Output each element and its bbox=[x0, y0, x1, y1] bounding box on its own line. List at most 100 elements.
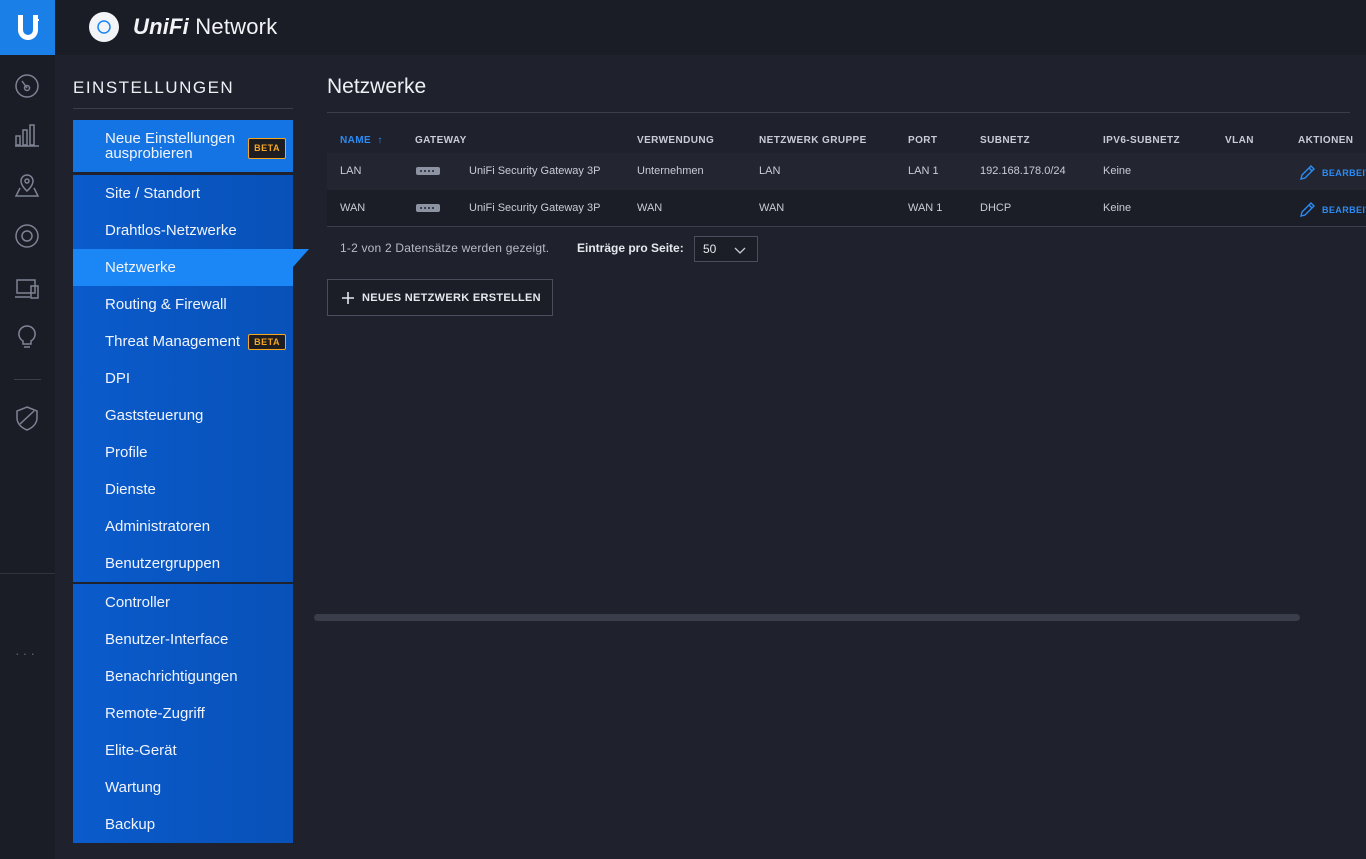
dashboard-icon[interactable] bbox=[13, 72, 41, 100]
try-new-settings-label: Neue Einstellungen ausprobieren bbox=[105, 130, 236, 162]
sidebar-item-threat-management[interactable]: Threat Management BETA bbox=[73, 323, 293, 360]
cell-port: LAN 1 bbox=[908, 165, 939, 177]
sidebar-item-label: Netzwerke bbox=[105, 259, 176, 276]
edit-button[interactable]: BEARBEITEN bbox=[1298, 164, 1366, 182]
chevron-down-icon bbox=[734, 247, 746, 254]
unifi-network-logo-icon bbox=[89, 12, 119, 42]
column-header-subnet[interactable]: SUBNETZ bbox=[980, 135, 1031, 146]
sidebar-item-wireless[interactable]: Drahtlos-Netzwerke bbox=[73, 212, 293, 249]
sidebar-item-label: Wartung bbox=[105, 779, 162, 796]
cell-subnet: 192.168.178.0/24 bbox=[980, 165, 1066, 177]
sidebar-item-label: Backup bbox=[105, 816, 156, 833]
gateway-device-icon bbox=[416, 204, 440, 212]
column-header-port[interactable]: PORT bbox=[908, 135, 938, 146]
gateway-device-icon bbox=[416, 167, 440, 175]
cell-name: LAN bbox=[340, 165, 362, 177]
beta-badge: BETA bbox=[248, 333, 286, 350]
sidebar-item-label: Administratoren bbox=[105, 518, 211, 535]
sidebar-item-guest-control[interactable]: Gaststeuerung bbox=[73, 397, 293, 434]
sidebar-item-label: Dienste bbox=[105, 481, 156, 498]
sidebar-item-label: Threat Management bbox=[105, 333, 241, 350]
edit-label: BEARBEITEN bbox=[1322, 168, 1366, 178]
insights-icon[interactable] bbox=[13, 323, 41, 351]
cell-network-group: LAN bbox=[759, 165, 781, 177]
cell-ipv6: Keine bbox=[1103, 202, 1132, 214]
sidebar-item-label: Controller bbox=[105, 594, 171, 611]
column-header-gateway[interactable]: GATEWAY bbox=[415, 135, 467, 146]
per-page-label: Einträge pro Seite: bbox=[577, 241, 684, 255]
column-header-actions: AKTIONEN bbox=[1298, 135, 1354, 146]
sidebar-item-label: Benachrichtigungen bbox=[105, 668, 238, 685]
sidebar-item-routing-firewall[interactable]: Routing & Firewall bbox=[73, 286, 293, 323]
sidebar-item-networks[interactable]: Netzwerke bbox=[73, 249, 293, 286]
devices-icon[interactable] bbox=[13, 222, 41, 250]
app-title: UniFi Network bbox=[133, 14, 278, 39]
sidebar-item-dpi[interactable]: DPI bbox=[73, 360, 293, 397]
table-row[interactable]: WAN UniFi Security Gateway 3P WAN WAN WA… bbox=[327, 190, 1366, 227]
sidebar-item-profiles[interactable]: Profile bbox=[73, 434, 293, 471]
column-header-network-group[interactable]: NETZWERK GRUPPE bbox=[759, 135, 867, 146]
settings-menu-group-2: Controller Benutzer-Interface Benachrich… bbox=[73, 584, 293, 843]
try-new-settings-button[interactable]: Neue Einstellungen ausprobieren BETA bbox=[73, 120, 293, 172]
sidebar-item-label: Profile bbox=[105, 444, 148, 461]
rail-separator bbox=[14, 379, 41, 380]
column-header-ipv6-subnet[interactable]: IPV6-SUBNETZ bbox=[1103, 135, 1181, 146]
column-header-vlan[interactable]: VLAN bbox=[1225, 135, 1254, 146]
sidebar-item-remote-access[interactable]: Remote-Zugriff bbox=[73, 695, 293, 732]
horizontal-scrollbar[interactable] bbox=[314, 614, 1300, 621]
page-title: Netzwerke bbox=[327, 75, 1350, 113]
pager-summary: 1-2 von 2 Datensätze werden gezeigt. bbox=[340, 241, 550, 255]
shield-icon[interactable] bbox=[13, 404, 41, 432]
sidebar-item-label: Benutzergruppen bbox=[105, 555, 221, 572]
sidebar-item-notifications[interactable]: Benachrichtigungen bbox=[73, 658, 293, 695]
more-icon[interactable]: ··· bbox=[15, 645, 38, 661]
cell-gateway: UniFi Security Gateway 3P bbox=[469, 202, 601, 214]
ubiquiti-logo-icon[interactable] bbox=[0, 0, 55, 55]
active-indicator bbox=[293, 249, 309, 267]
sort-ascending-icon: ↑ bbox=[377, 135, 383, 146]
rail-separator-full bbox=[0, 573, 55, 574]
sidebar-item-label: Routing & Firewall bbox=[105, 296, 227, 313]
top-bar: UniFi Network bbox=[0, 0, 1366, 55]
sidebar-item-site[interactable]: Site / Standort bbox=[73, 175, 293, 212]
column-header-name[interactable]: NAME ↑ bbox=[340, 135, 383, 146]
pencil-icon bbox=[1300, 202, 1315, 217]
cell-usage: WAN bbox=[637, 202, 663, 214]
cell-port: WAN 1 bbox=[908, 202, 943, 214]
clients-icon[interactable] bbox=[13, 275, 41, 303]
sidebar-item-label: Benutzer-Interface bbox=[105, 631, 229, 648]
sidebar-item-user-interface[interactable]: Benutzer-Interface bbox=[73, 621, 293, 658]
sidebar-item-controller[interactable]: Controller bbox=[73, 584, 293, 621]
sidebar-item-label: DPI bbox=[105, 370, 131, 387]
sidebar-item-backup[interactable]: Backup bbox=[73, 806, 293, 843]
sidebar-item-services[interactable]: Dienste bbox=[73, 471, 293, 508]
sidebar-item-label: Gaststeuerung bbox=[105, 407, 204, 424]
settings-title: EINSTELLUNGEN bbox=[73, 78, 293, 109]
create-network-label: NEUES NETZWERK ERSTELLEN bbox=[362, 291, 541, 304]
statistics-icon[interactable] bbox=[13, 121, 41, 149]
column-header-usage[interactable]: VERWENDUNG bbox=[637, 135, 715, 146]
sidebar-item-label: Drahtlos-Netzwerke bbox=[105, 222, 237, 239]
sidebar-item-user-groups[interactable]: Benutzergruppen bbox=[73, 545, 293, 582]
beta-badge: BETA bbox=[248, 138, 286, 159]
sidebar-item-maintenance[interactable]: Wartung bbox=[73, 769, 293, 806]
settings-menu-group-1: Site / Standort Drahtlos-Netzwerke Netzw… bbox=[73, 175, 293, 582]
map-icon[interactable] bbox=[13, 171, 41, 199]
create-network-button[interactable]: NEUES NETZWERK ERSTELLEN bbox=[327, 279, 553, 316]
table-row[interactable]: LAN UniFi Security Gateway 3P Unternehme… bbox=[327, 153, 1366, 190]
per-page-value: 50 bbox=[703, 242, 717, 256]
edit-button[interactable]: BEARBEITEN bbox=[1298, 201, 1366, 219]
sidebar-item-label: Remote-Zugriff bbox=[105, 705, 205, 722]
cell-network-group: WAN bbox=[759, 202, 785, 214]
cell-subnet: DHCP bbox=[980, 202, 1012, 214]
cell-name: WAN bbox=[340, 202, 366, 214]
sidebar-item-admins[interactable]: Administratoren bbox=[73, 508, 293, 545]
per-page-select[interactable]: 50 bbox=[694, 236, 758, 262]
sidebar-item-label: Elite-Gerät bbox=[105, 742, 177, 759]
pencil-icon bbox=[1300, 165, 1315, 180]
cell-usage: Unternehmen bbox=[637, 165, 704, 177]
icon-rail: ··· bbox=[0, 55, 55, 859]
cell-gateway: UniFi Security Gateway 3P bbox=[469, 165, 601, 177]
sidebar-item-elite-device[interactable]: Elite-Gerät bbox=[73, 732, 293, 769]
sidebar-item-label: Site / Standort bbox=[105, 185, 201, 202]
